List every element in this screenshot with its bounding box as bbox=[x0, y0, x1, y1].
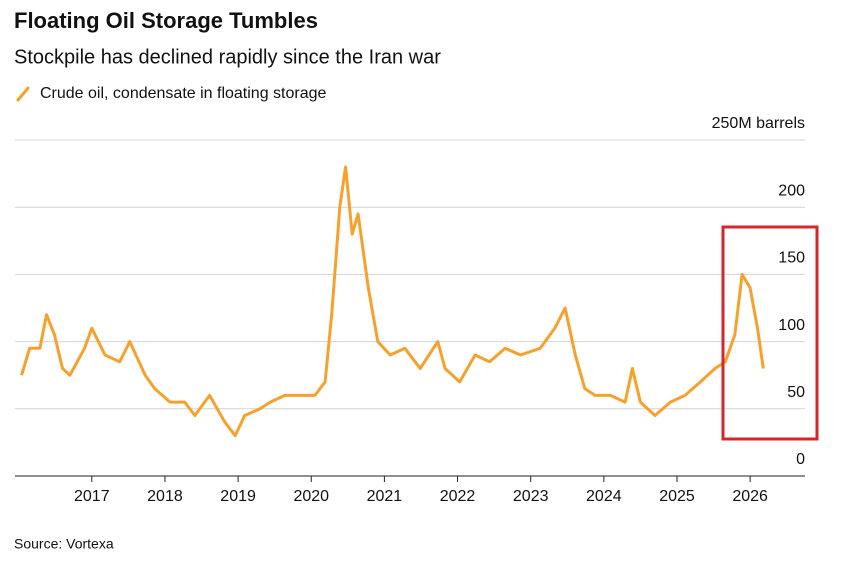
x-tick-label: 2022 bbox=[440, 488, 476, 505]
legend-swatch bbox=[16, 86, 30, 102]
y-tick-label: 0 bbox=[796, 451, 805, 468]
y-tick-label: 100 bbox=[778, 317, 805, 334]
x-tick-label: 2025 bbox=[659, 488, 695, 505]
x-tick-label: 2023 bbox=[513, 488, 549, 505]
x-tick-label: 2020 bbox=[293, 488, 329, 505]
y-tick-label: 200 bbox=[778, 182, 805, 199]
chart-title: Floating Oil Storage Tumbles bbox=[14, 8, 318, 33]
x-tick-label: 2021 bbox=[367, 488, 403, 505]
y-tick-label: 250M barrels bbox=[712, 115, 805, 132]
chart-subtitle: Stockpile has declined rapidly since the… bbox=[14, 46, 441, 68]
x-tick-label: 2019 bbox=[220, 488, 256, 505]
x-tick-label: 2017 bbox=[74, 488, 110, 505]
source: Source: Vortexa bbox=[14, 536, 114, 552]
x-tick-label: 2026 bbox=[732, 488, 768, 505]
legend-label: Crude oil, condensate in floating storag… bbox=[40, 85, 327, 102]
x-tick-label: 2024 bbox=[586, 488, 622, 505]
series-line bbox=[20, 165, 765, 438]
x-tick-label: 2018 bbox=[147, 488, 183, 505]
highlight-box bbox=[721, 225, 819, 441]
y-tick-label: 150 bbox=[778, 250, 805, 267]
y-tick-label: 50 bbox=[787, 384, 805, 401]
